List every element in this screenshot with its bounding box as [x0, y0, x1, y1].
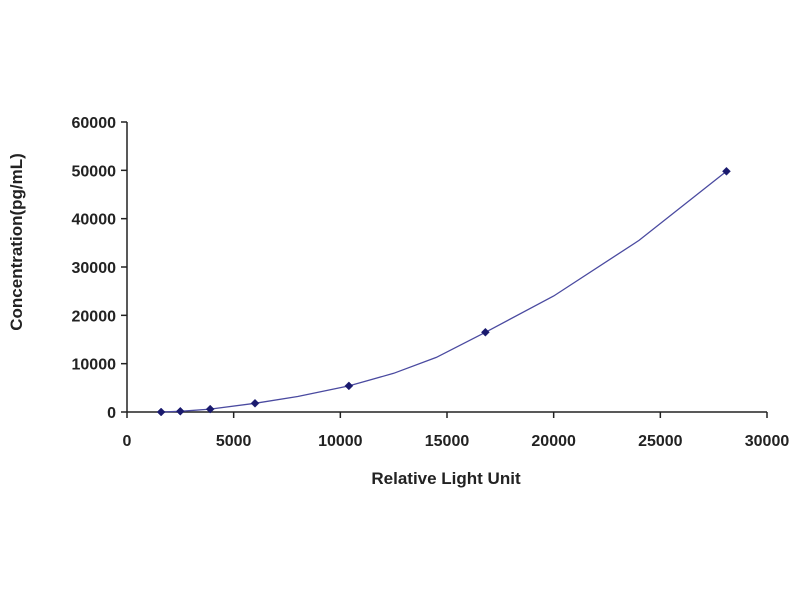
x-axis-label: Relative Light Unit — [371, 469, 521, 488]
x-tick-label: 15000 — [425, 433, 470, 450]
y-tick-label: 50000 — [72, 163, 117, 180]
fit-curve-layer — [161, 170, 727, 413]
x-tick-label: 0 — [123, 433, 132, 450]
data-point — [344, 381, 354, 391]
data-point — [481, 327, 490, 337]
fit-curve-line — [161, 170, 727, 413]
x-tick-label: 25000 — [638, 433, 683, 450]
y-tick-label: 20000 — [72, 308, 117, 325]
x-tick-label: 5000 — [216, 433, 252, 450]
axes: 0 10000 20000 30000 40000 50000 60000 0 5000 1000… — [72, 115, 790, 450]
y-tick-label: 60000 — [72, 115, 117, 132]
x-tick-label: 10000 — [318, 433, 363, 450]
data-point — [175, 406, 185, 416]
data-point — [722, 166, 731, 176]
data-points-layer — [156, 166, 731, 417]
data-point — [250, 398, 260, 408]
data-point — [156, 407, 166, 417]
x-tick-label: 20000 — [531, 433, 576, 450]
y-tick-label: 10000 — [72, 357, 117, 374]
y-tick-label: 40000 — [72, 212, 117, 229]
y-tick-label: 0 — [107, 405, 116, 422]
y-axis-label: Concentration(pg/mL) — [7, 153, 26, 331]
x-tick-label: 30000 — [745, 433, 790, 450]
data-point — [205, 404, 215, 414]
y-tick-label: 30000 — [72, 260, 117, 277]
